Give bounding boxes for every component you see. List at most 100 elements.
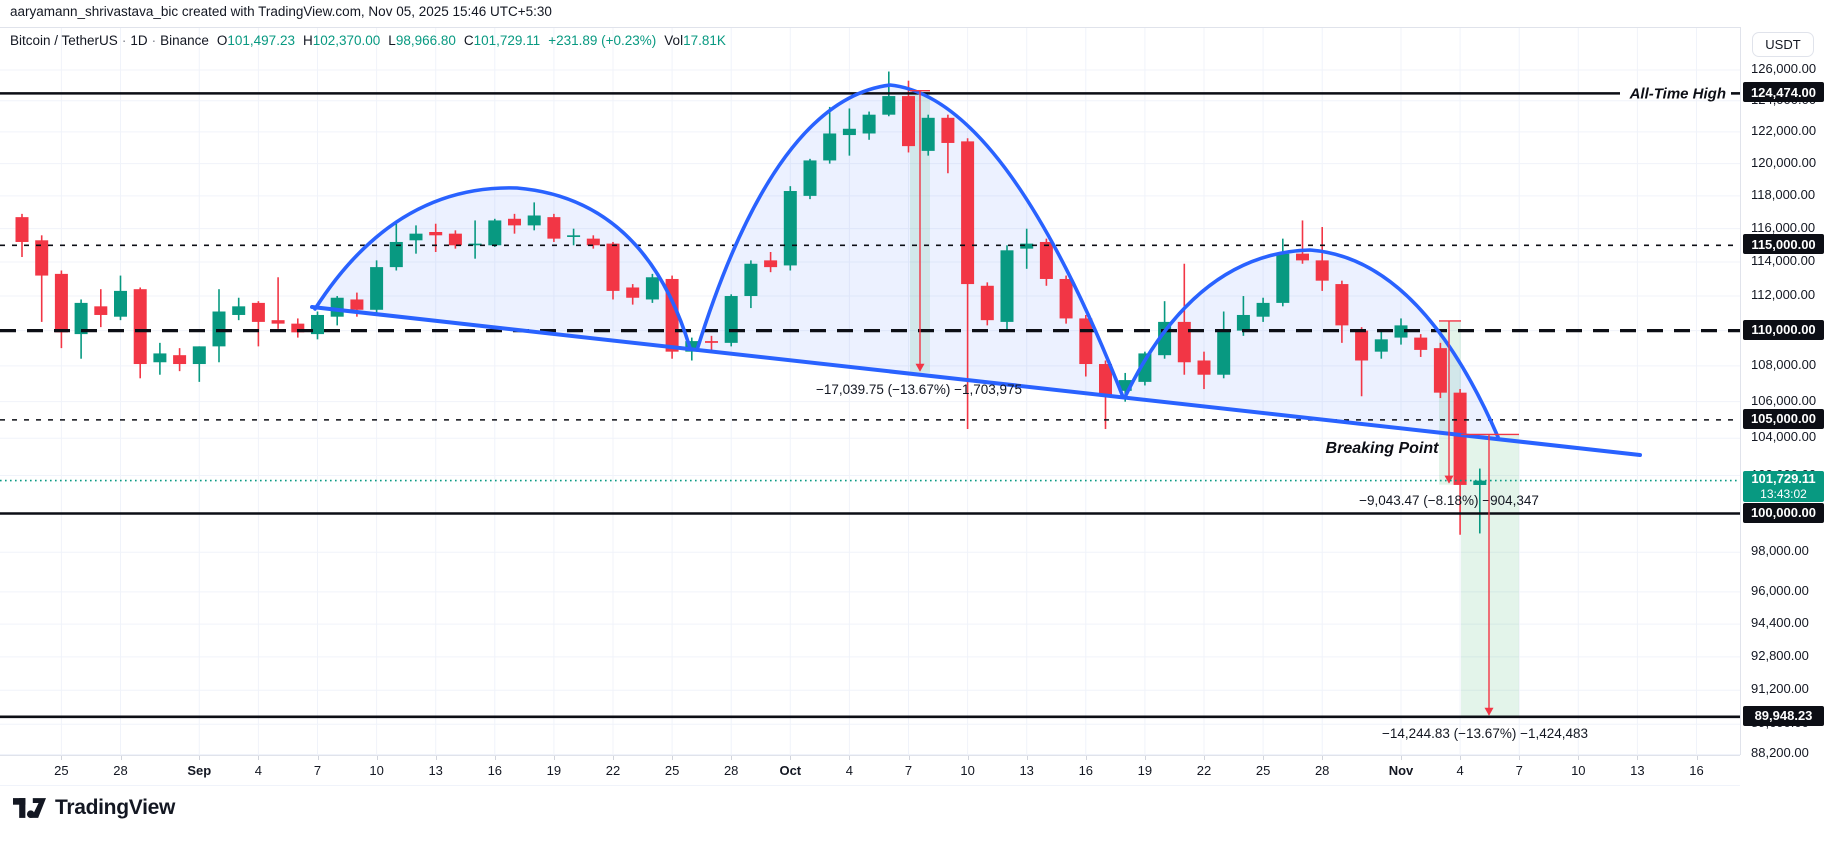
- time-axis-label: Nov: [1388, 763, 1414, 778]
- time-axis-tick: [1085, 756, 1087, 760]
- tradingview-logo-text: TradingView: [55, 796, 176, 819]
- measurement-label: −9,043.47 (−8.18%) −904,347: [1359, 493, 1539, 508]
- time-axis-label: 10: [960, 763, 975, 778]
- candle: [783, 186, 797, 271]
- candle: [1276, 238, 1290, 307]
- time-axis-tick: [908, 756, 910, 760]
- time-axis-label: 16: [487, 763, 503, 778]
- tradingview-logo[interactable]: TradingView: [13, 795, 175, 821]
- symbol-name[interactable]: Bitcoin / TetherUS: [10, 33, 118, 48]
- candle: [1394, 318, 1408, 345]
- time-axis-tick: [199, 756, 201, 760]
- price-line-label-badge: 100,000.00: [1743, 502, 1824, 523]
- candle: [1374, 330, 1388, 359]
- price-line-label-badge: 124,474.00: [1743, 82, 1824, 103]
- time-axis-label: 7: [904, 763, 913, 778]
- candle: [1453, 389, 1467, 535]
- time-axis-tick: [1263, 756, 1265, 760]
- time-axis-tick: [1401, 756, 1402, 760]
- candle: [291, 318, 305, 338]
- time-axis-tick: [1204, 756, 1205, 760]
- candle: [15, 213, 29, 258]
- candle: [567, 228, 581, 246]
- candle: [842, 108, 856, 156]
- candle: [212, 289, 226, 363]
- time-axis-tick: [1144, 756, 1146, 760]
- time-axis-label: 25: [664, 763, 680, 778]
- candle: [586, 235, 600, 249]
- candle: [527, 202, 541, 231]
- currency-toggle-button[interactable]: USDT: [1752, 32, 1814, 57]
- time-axis-label: Oct: [779, 763, 802, 778]
- breaking-point-annotation: Breaking Point: [1326, 440, 1440, 457]
- chart-canvas[interactable]: All-Time High −17,039.75 (−13.67%) −1,703…: [0, 28, 1740, 756]
- price-axis-label: 91,200.00: [1751, 681, 1809, 697]
- candle: [429, 223, 443, 252]
- chart-pane[interactable]: All-Time High −17,039.75 (−13.67%) −1,703…: [0, 27, 1740, 756]
- candle: [192, 346, 206, 382]
- candle: [764, 251, 778, 273]
- price-axis[interactable]: USDT 126,000.00124,000.00122,000.00120,0…: [1740, 27, 1825, 760]
- candle: [724, 294, 738, 347]
- candles: [15, 71, 1487, 535]
- price-line-label-badge: 105,000.00: [1743, 408, 1824, 429]
- symbol-legend: Bitcoin / TetherUS · 1D · Binance O101,497.23…: [10, 33, 726, 48]
- candle: [54, 270, 68, 349]
- exchange-label[interactable]: Binance: [160, 33, 209, 48]
- time-axis-label: 10: [1571, 763, 1586, 778]
- measurement-label: −14,244.83 (−13.67%) −1,424,483: [1382, 726, 1588, 741]
- price-line-label-badge: 115,000.00: [1743, 234, 1824, 255]
- time-axis-tick: [1696, 756, 1698, 760]
- time-axis-tick: [1322, 756, 1324, 760]
- time-axis-label: 22: [1196, 763, 1212, 778]
- time-axis-tick: [967, 756, 969, 760]
- close-label: C: [463, 33, 474, 48]
- time-axis-label: 22: [605, 763, 621, 778]
- candle: [114, 275, 127, 321]
- time-axis-label: 28: [113, 763, 128, 778]
- time-axis-label: 4: [254, 763, 263, 778]
- price-line-label-badge: 110,000.00: [1743, 319, 1824, 340]
- price-axis-label: 122,000.00: [1751, 122, 1817, 138]
- all-time-high-label: All-Time High: [1629, 85, 1726, 102]
- grid-lines: [0, 28, 1740, 756]
- candle: [1000, 245, 1014, 331]
- candle: [744, 260, 758, 309]
- time-axis-label: 13: [428, 763, 443, 778]
- time-axis-label: 28: [1314, 763, 1330, 778]
- time-axis-tick: [553, 756, 555, 760]
- price-axis-label: 116,000.00: [1751, 219, 1816, 235]
- candle: [409, 225, 423, 254]
- trend-drawings: [310, 83, 1642, 457]
- time-axis[interactable]: 25 28 Sep 4 7 10 13 16 19 22 25 28 Oct 4 7 10 13 16 19 22 25…: [0, 755, 1740, 786]
- candle: [1217, 311, 1231, 379]
- candle: [626, 284, 640, 305]
- price-axis-label: 114,000.00: [1751, 253, 1816, 269]
- high-label: H: [302, 33, 313, 48]
- time-axis-label: 25: [1255, 763, 1271, 778]
- candle: [823, 106, 837, 164]
- time-axis-tick: [120, 756, 122, 760]
- time-axis-label: 7: [1515, 763, 1523, 778]
- time-axis-label: 28: [723, 763, 739, 778]
- time-axis-label: 16: [1689, 763, 1704, 778]
- candle: [232, 297, 246, 321]
- time-axis-label: 19: [546, 763, 562, 778]
- change-value: +231.89 (+0.23%): [548, 33, 657, 48]
- interval-label[interactable]: 1D: [130, 33, 148, 48]
- time-axis-tick: [1578, 756, 1580, 760]
- time-axis-tick: [1637, 756, 1639, 760]
- candle: [1355, 327, 1369, 397]
- time-axis-tick: [61, 756, 63, 760]
- time-axis-label: 13: [1019, 763, 1034, 778]
- candle: [645, 273, 659, 303]
- candle: [803, 158, 817, 200]
- measurement-label: −17,039.75 (−13.67%) −1,703,975: [816, 382, 1022, 397]
- candle: [941, 114, 955, 174]
- time-axis-label: 13: [1630, 763, 1645, 778]
- time-axis-tick: [376, 756, 378, 760]
- attribution-text: aaryamann_shrivastava_bic created with T…: [10, 4, 552, 19]
- candle: [1335, 280, 1349, 343]
- candle: [173, 348, 187, 372]
- candle: [94, 289, 108, 328]
